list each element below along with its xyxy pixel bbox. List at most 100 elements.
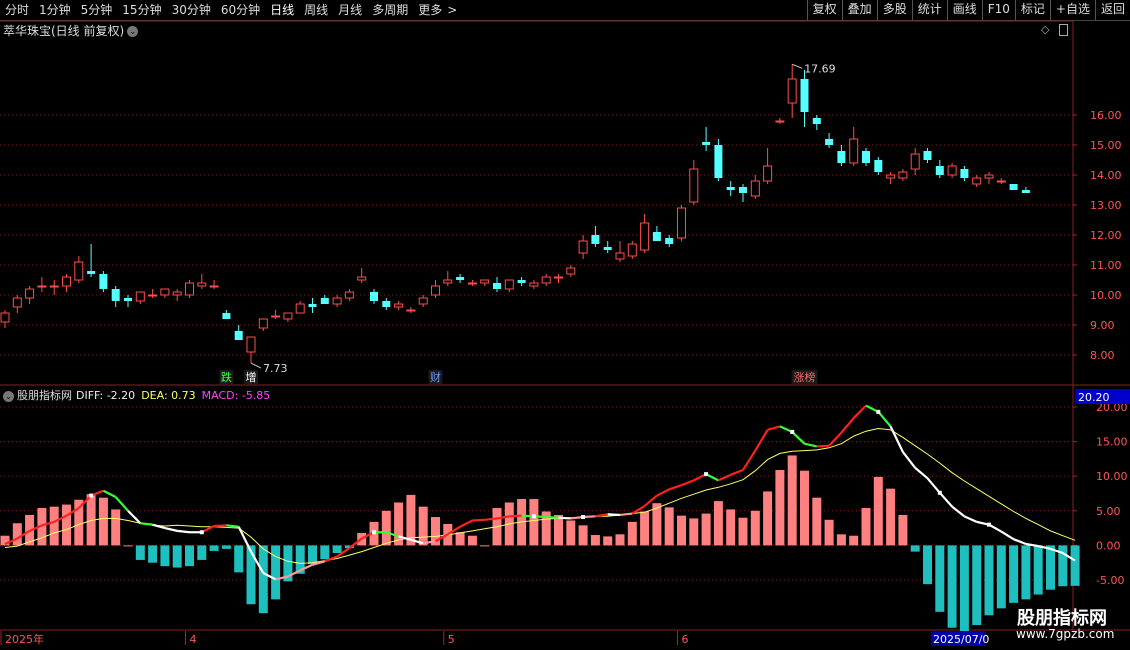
candle-body (923, 151, 932, 160)
period-tab[interactable]: 1分钟 (39, 3, 71, 17)
macd-bar (172, 545, 182, 568)
period-tab[interactable]: 周线 (304, 3, 329, 17)
diff-line-segment (533, 515, 547, 519)
diff-line-segment (127, 510, 142, 525)
cross-marker (372, 530, 376, 535)
toolbar-button[interactable]: 统计 (911, 0, 947, 20)
stock-title-area[interactable]: 萃华珠宝(日线 前复权) ⌄ (3, 22, 139, 39)
toolbar-button[interactable]: 多股 (876, 0, 912, 20)
macd-bar (283, 545, 293, 582)
candle-body (849, 138, 859, 164)
candle-body (541, 276, 551, 284)
candle-body (382, 301, 391, 307)
panel-toggle-icon[interactable] (1058, 24, 1068, 36)
diff-line-segment (237, 526, 252, 553)
dea-value: DEA: 0.73 (141, 389, 196, 402)
period-tab[interactable]: 多周期 (372, 3, 409, 17)
macd-bar (308, 545, 317, 565)
candle-body (947, 165, 957, 176)
macd-bar (1009, 545, 1019, 603)
candle-body (862, 151, 870, 163)
cross-marker (937, 490, 942, 495)
macd-bar (812, 497, 822, 546)
macd-bar (1070, 545, 1080, 586)
event-marker-bg (219, 370, 234, 384)
macd-bar (62, 504, 71, 546)
diff-line-segment (1025, 542, 1039, 548)
candle-body (456, 277, 465, 280)
macd-bar (455, 532, 465, 546)
toolbar-button[interactable]: 叠加 (841, 0, 877, 20)
diff-line-segment (926, 477, 941, 494)
diff-line-segment (4, 537, 18, 546)
period-tab[interactable]: 15分钟 (122, 3, 162, 17)
period-tab[interactable]: 5分钟 (80, 3, 113, 17)
toolbar-button[interactable]: 复权 (806, 0, 842, 20)
date-label: 4 (190, 633, 197, 646)
diff-line-segment (619, 512, 633, 517)
period-tab[interactable]: 60分钟 (220, 3, 261, 17)
candle-body (135, 291, 145, 302)
macd-bar (0, 535, 10, 546)
candle-body (750, 180, 760, 197)
candle-body (49, 285, 59, 288)
diff-line-segment (361, 531, 375, 540)
candle-body (529, 282, 539, 287)
diff-line-segment (140, 522, 153, 526)
diff-line-segment (262, 572, 277, 581)
period-tab[interactable]: 分时 (5, 3, 30, 17)
stock-title[interactable]: 萃华珠宝(日线 前复权) (3, 24, 125, 38)
price-tick-label: 15.00 (1090, 139, 1122, 152)
candle-body (111, 289, 120, 301)
candle-body (344, 291, 354, 299)
diamond-icon[interactable]: ◇ (1041, 23, 1050, 36)
diff-line-segment (1062, 552, 1076, 562)
candle-body (578, 240, 588, 254)
indicator-header: ⌄ 股朋指标网 DIFF: -2.20 DEA: 0.73 MACD: -5.85 (3, 387, 276, 403)
indicator-name[interactable]: 股朋指标网 (17, 389, 72, 402)
toolbar-button[interactable]: F10 (981, 0, 1015, 20)
cross-marker (876, 409, 881, 414)
macd-bar (726, 509, 736, 546)
period-tab[interactable]: 更多 (418, 3, 443, 17)
chevron-down-icon[interactable]: ⌄ (127, 26, 139, 37)
macd-bar (972, 545, 982, 625)
toolbar-button[interactable]: 标记 (1014, 0, 1050, 20)
diff-line-segment (570, 515, 584, 520)
macd-tick-label: -5.00 (1096, 574, 1124, 587)
candle-body (480, 279, 490, 284)
toolbar-button[interactable]: 画线 (946, 0, 982, 20)
period-tab[interactable]: 30分钟 (171, 3, 211, 17)
diff-line-segment (705, 473, 719, 482)
diff-line-segment (914, 467, 929, 480)
candle-body (763, 165, 773, 182)
candle-body (406, 309, 416, 312)
macd-bar (959, 545, 969, 632)
macd-bar (923, 545, 932, 585)
macd-bar (197, 545, 207, 560)
more-arrow-icon[interactable]: > (447, 3, 458, 17)
chevron-down-icon[interactable]: ⌄ (3, 390, 14, 402)
candle-body (418, 297, 428, 305)
macd-bar (12, 523, 22, 546)
diff-line-segment (730, 468, 744, 476)
macd-tick-label: 10.00 (1096, 470, 1128, 483)
period-tab[interactable]: 月线 (338, 3, 363, 17)
price-tick-label: 8.00 (1090, 349, 1115, 362)
macd-bar (935, 545, 945, 612)
candle-body (640, 222, 650, 251)
macd-bar (775, 469, 785, 546)
macd-bar (750, 510, 760, 546)
toolbar-button[interactable]: 返回 (1094, 0, 1130, 20)
diff-line-segment (595, 513, 608, 518)
toolbar-button[interactable]: +自选 (1049, 0, 1095, 20)
period-tab[interactable]: 日线 (270, 3, 295, 17)
diff-line-segment (1037, 545, 1051, 550)
event-marker: 跌 (221, 370, 232, 384)
high-price-label: 17.69 (804, 62, 836, 75)
diff-line-segment (607, 513, 621, 517)
candle-body (370, 292, 378, 301)
diff-line-segment (877, 411, 892, 428)
diff-line-segment (226, 524, 239, 528)
